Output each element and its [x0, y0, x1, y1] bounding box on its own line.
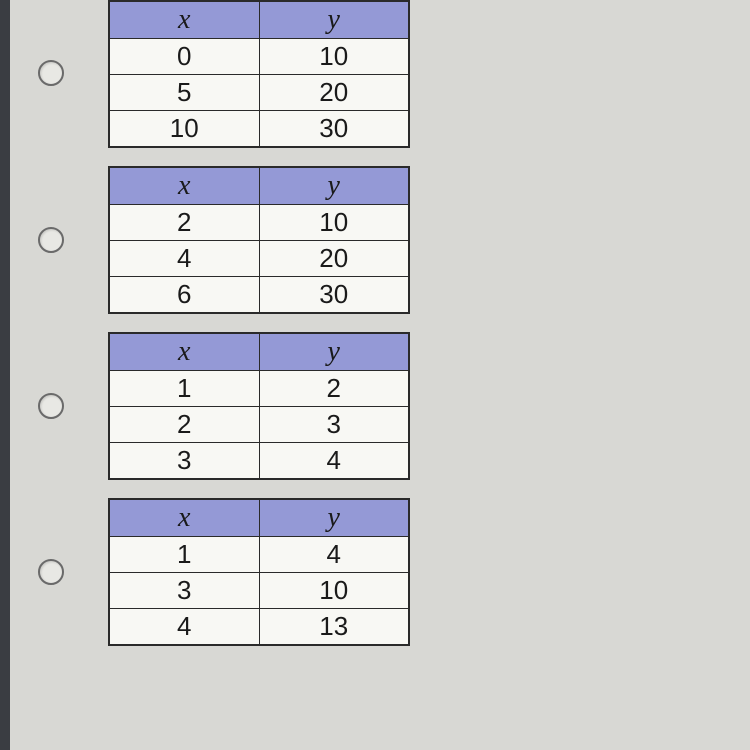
table-row: 6 30 [109, 277, 409, 314]
table-row: 0 10 [109, 39, 409, 75]
cell-x: 1 [109, 537, 259, 573]
table-wrap-1: x y 0 10 5 20 10 30 [108, 0, 410, 148]
table-header-row: x y [109, 499, 409, 537]
table-row: 3 4 [109, 443, 409, 480]
cell-x: 3 [109, 573, 259, 609]
table-row: 5 20 [109, 75, 409, 111]
cell-y: 20 [259, 241, 409, 277]
radio-wrap-2 [28, 227, 73, 253]
cell-y: 13 [259, 609, 409, 646]
data-table-1: x y 0 10 5 20 10 30 [108, 0, 410, 148]
table-row: 2 3 [109, 407, 409, 443]
cell-x: 3 [109, 443, 259, 480]
cell-x: 5 [109, 75, 259, 111]
table-wrap-3: x y 1 2 2 3 3 4 [108, 332, 410, 480]
radio-wrap-3 [28, 393, 73, 419]
cell-y: 30 [259, 111, 409, 148]
option-3: x y 1 2 2 3 3 4 [10, 332, 750, 480]
header-y: y [259, 1, 409, 39]
cell-y: 10 [259, 573, 409, 609]
table-wrap-4: x y 1 4 3 10 4 13 [108, 498, 410, 646]
cell-y: 30 [259, 277, 409, 314]
cell-y: 2 [259, 371, 409, 407]
cell-y: 10 [259, 205, 409, 241]
cell-x: 6 [109, 277, 259, 314]
table-row: 4 20 [109, 241, 409, 277]
table-header-row: x y [109, 167, 409, 205]
cell-x: 2 [109, 205, 259, 241]
cell-y: 3 [259, 407, 409, 443]
option-2: x y 2 10 4 20 6 30 [10, 166, 750, 314]
cell-x: 2 [109, 407, 259, 443]
left-dark-strip [0, 0, 10, 750]
cell-y: 4 [259, 443, 409, 480]
cell-x: 4 [109, 609, 259, 646]
cell-x: 0 [109, 39, 259, 75]
table-row: 1 2 [109, 371, 409, 407]
header-y: y [259, 499, 409, 537]
cell-y: 20 [259, 75, 409, 111]
data-table-3: x y 1 2 2 3 3 4 [108, 332, 410, 480]
table-row: 10 30 [109, 111, 409, 148]
header-y: y [259, 167, 409, 205]
header-x: x [109, 1, 259, 39]
data-table-4: x y 1 4 3 10 4 13 [108, 498, 410, 646]
table-header-row: x y [109, 333, 409, 371]
table-header-row: x y [109, 1, 409, 39]
table-row: 1 4 [109, 537, 409, 573]
table-wrap-2: x y 2 10 4 20 6 30 [108, 166, 410, 314]
cell-x: 1 [109, 371, 259, 407]
radio-wrap-1 [28, 60, 73, 86]
header-x: x [109, 333, 259, 371]
option-4: x y 1 4 3 10 4 13 [10, 498, 750, 646]
data-table-2: x y 2 10 4 20 6 30 [108, 166, 410, 314]
table-row: 3 10 [109, 573, 409, 609]
option-1: x y 0 10 5 20 10 30 [10, 0, 750, 148]
cell-y: 10 [259, 39, 409, 75]
header-x: x [109, 167, 259, 205]
cell-y: 4 [259, 537, 409, 573]
table-row: 4 13 [109, 609, 409, 646]
quiz-content: x y 0 10 5 20 10 30 [10, 0, 750, 750]
table-row: 2 10 [109, 205, 409, 241]
radio-button-4[interactable] [38, 559, 64, 585]
radio-wrap-4 [28, 559, 73, 585]
header-y: y [259, 333, 409, 371]
radio-button-3[interactable] [38, 393, 64, 419]
cell-x: 4 [109, 241, 259, 277]
radio-button-1[interactable] [38, 60, 64, 86]
header-x: x [109, 499, 259, 537]
cell-x: 10 [109, 111, 259, 148]
radio-button-2[interactable] [38, 227, 64, 253]
